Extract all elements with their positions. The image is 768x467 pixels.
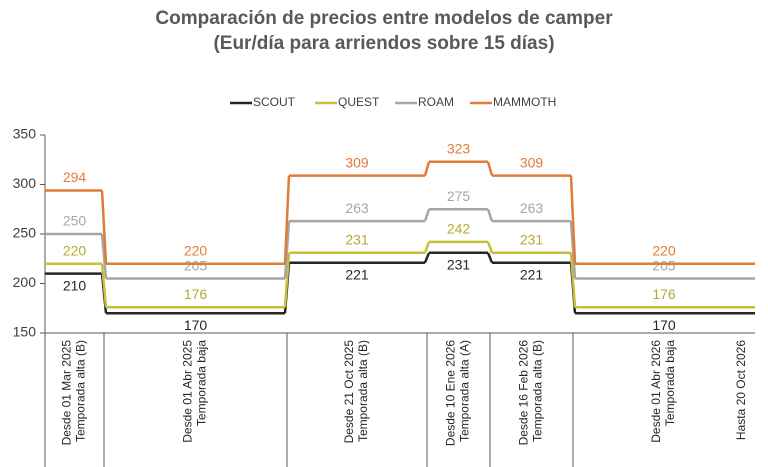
y-tick-label: 350 [13, 126, 37, 142]
legend-label: SCOUT [253, 95, 296, 109]
step-connector [569, 221, 577, 279]
step-connector [423, 161, 431, 176]
value-label: 210 [63, 277, 87, 293]
value-label: 231 [520, 232, 544, 248]
value-label: 263 [345, 200, 369, 216]
value-label: 170 [652, 317, 676, 333]
value-label: 242 [447, 221, 471, 237]
step-connector [100, 263, 108, 308]
step-connector [283, 221, 291, 279]
x-tick-label: Desde 01 Mar 2025 [60, 340, 74, 446]
value-label: 205 [184, 257, 208, 273]
step-connector [569, 175, 577, 264]
legend-label: ROAM [418, 95, 454, 109]
step-connector [423, 252, 431, 264]
x-end-label: Hasta 20 Oct 2026 [734, 340, 748, 440]
value-label: 323 [447, 140, 471, 156]
step-connector [283, 252, 291, 308]
legend-label: MAMMOTH [493, 95, 556, 109]
value-label: 176 [652, 286, 676, 302]
step-connector [486, 252, 494, 264]
x-tick-label: Temporada baja [663, 340, 677, 426]
x-tick-label: Desde 10 Ene 2026 [444, 340, 458, 446]
step-connector [423, 241, 431, 254]
value-label: 220 [184, 242, 208, 258]
value-label: 231 [447, 257, 471, 273]
value-label: 220 [652, 242, 676, 258]
step-connector [569, 252, 577, 308]
y-tick-label: 200 [13, 274, 37, 290]
value-label: 263 [520, 200, 544, 216]
value-label: 309 [345, 154, 369, 170]
x-tick-label: Temporada alta (B) [531, 340, 545, 442]
x-tick-label: Desde 01 Abr 2025 [181, 340, 195, 443]
chart-title: (Eur/día para arriendos sobre 15 días) [213, 33, 554, 54]
step-connector [486, 161, 494, 176]
y-tick-label: 150 [13, 324, 37, 340]
y-tick-label: 250 [13, 225, 37, 241]
x-tick-label: Temporada alta (B) [74, 340, 88, 442]
value-label: 309 [520, 154, 544, 170]
legend-label: QUEST [338, 95, 380, 109]
x-tick-label: Temporada baja [195, 340, 209, 426]
x-tick-label: Temporada alta (A) [458, 340, 472, 442]
x-tick-label: Desde 01 Abr 2026 [649, 340, 663, 443]
step-connector [486, 208, 494, 222]
step-connector [100, 233, 108, 279]
value-label: 294 [63, 169, 87, 185]
value-label: 250 [63, 213, 87, 229]
value-label: 170 [184, 317, 208, 333]
chart-title: Comparación de precios entre modelos de … [155, 8, 613, 29]
step-connector [283, 175, 291, 264]
y-tick-label: 300 [13, 175, 37, 191]
value-label: 275 [447, 188, 471, 204]
x-tick-label: Desde 16 Feb 2026 [517, 340, 531, 446]
x-tick-label: Desde 21 Oct 2025 [342, 340, 356, 444]
x-tick-label: Temporada alta (B) [356, 340, 370, 442]
step-connector [423, 208, 431, 222]
value-label: 231 [345, 232, 369, 248]
value-label: 220 [63, 242, 87, 258]
value-label: 205 [652, 257, 676, 273]
value-label: 221 [345, 266, 369, 282]
value-label: 176 [184, 286, 208, 302]
value-label: 221 [520, 266, 544, 282]
step-connector [100, 190, 108, 264]
step-connector [486, 241, 494, 254]
